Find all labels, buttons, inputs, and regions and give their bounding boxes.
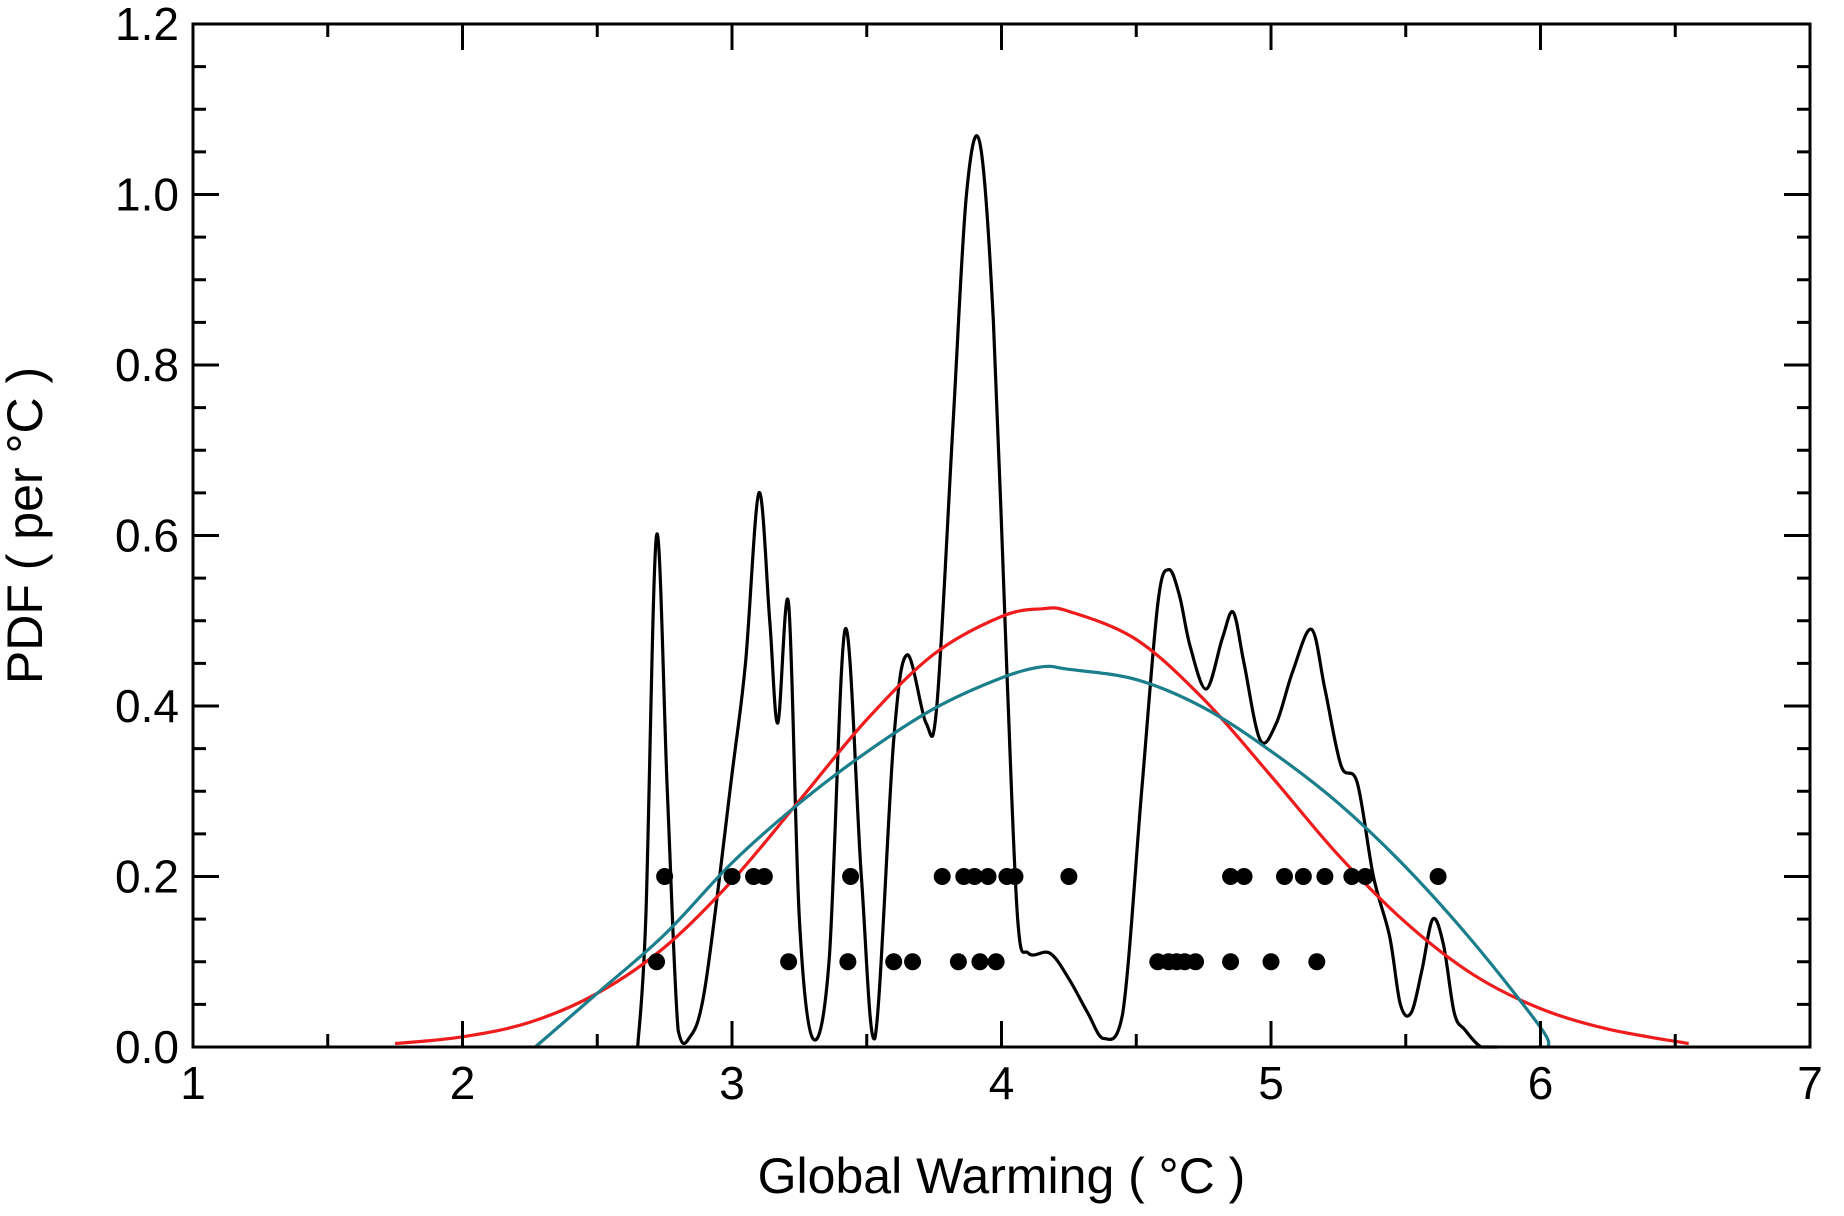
- data-point: [966, 868, 984, 885]
- x-tick-label: 6: [1528, 1057, 1554, 1109]
- data-point: [904, 953, 922, 971]
- y-tick-label: 0.2: [115, 851, 179, 903]
- data-point: [1316, 868, 1334, 885]
- y-tick-label: 0.6: [115, 510, 179, 562]
- data-point: [755, 868, 773, 885]
- data-point: [885, 953, 903, 971]
- data-point: [780, 953, 798, 971]
- chart-points: [648, 868, 1447, 971]
- x-tick-label: 1: [180, 1057, 206, 1109]
- data-point: [971, 953, 989, 971]
- data-point: [1222, 868, 1240, 885]
- x-tick-label: 7: [1797, 1057, 1823, 1109]
- data-point: [648, 953, 666, 971]
- data-point: [1262, 953, 1280, 971]
- data-point: [987, 953, 1005, 971]
- x-axis-title: Global Warming ( °C ): [758, 1148, 1246, 1204]
- data-point: [1308, 953, 1326, 971]
- data-point: [842, 868, 860, 885]
- data-point: [1275, 868, 1293, 885]
- y-axis-title: PDF ( per °C ): [0, 367, 53, 684]
- axis-ticks: [191, 22, 1812, 1049]
- y-tick-labels: 0.0 0.2 0.4 0.6 0.8 1.0 1.2: [115, 0, 179, 1073]
- data-point: [1187, 953, 1205, 971]
- data-point: [1294, 868, 1312, 885]
- chart-curves: [394, 134, 1690, 1049]
- series-line-2: [534, 664, 1551, 1049]
- data-point: [723, 868, 741, 885]
- y-tick-label: 0.4: [115, 680, 179, 732]
- data-point: [1356, 868, 1374, 885]
- y-tick-label: 1.2: [115, 0, 179, 50]
- data-point: [1343, 868, 1361, 885]
- x-tick-labels: 1 2 3 4 5 6 7: [180, 1057, 1823, 1109]
- data-point: [949, 953, 967, 971]
- y-tick-label: 1.0: [115, 169, 179, 221]
- data-point: [839, 953, 857, 971]
- data-point: [1006, 868, 1024, 885]
- y-tick-label: 0.8: [115, 339, 179, 391]
- series-line-1: [394, 606, 1690, 1046]
- series-line-0: [636, 134, 1498, 1049]
- x-tick-label: 3: [719, 1057, 745, 1109]
- x-tick-label: 5: [1258, 1057, 1284, 1109]
- y-tick-label: 0.0: [115, 1021, 179, 1073]
- x-tick-label: 4: [989, 1057, 1015, 1109]
- data-point: [979, 868, 997, 885]
- x-tick-label: 2: [450, 1057, 476, 1109]
- data-point: [933, 868, 951, 885]
- data-point: [1222, 953, 1240, 971]
- data-point: [1235, 868, 1253, 885]
- data-point: [656, 868, 674, 885]
- data-point: [1060, 868, 1078, 885]
- data-point: [1429, 868, 1447, 885]
